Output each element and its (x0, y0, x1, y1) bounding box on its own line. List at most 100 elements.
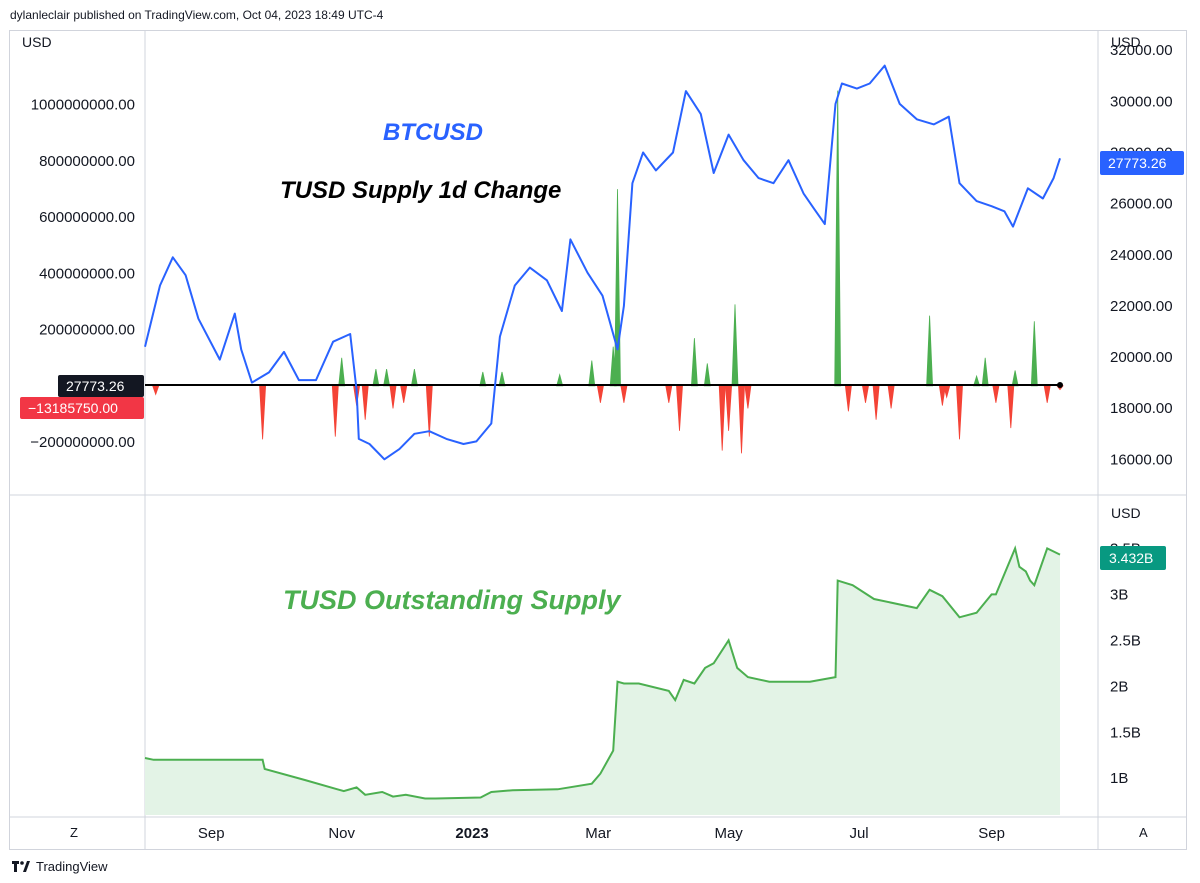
left-axis-ticks: 1000000000.00 800000000.00 600000000.00 400… (30, 97, 135, 452)
supply-tick-label: 1.5B (1110, 724, 1141, 741)
chart-header: dylanleclair published on TradingView.co… (0, 0, 1200, 30)
change-bar (620, 385, 628, 403)
change-bar (862, 385, 869, 403)
change-bar (383, 369, 391, 387)
time-tick-label: Sep (978, 825, 1005, 842)
change-bar (596, 385, 604, 403)
left-tick-label: 600000000.00 (39, 209, 135, 226)
change-bar (588, 360, 596, 387)
time-tick-label: 2023 (455, 825, 488, 842)
crosshair-price-badge: 27773.26 (66, 378, 125, 394)
left-tick-label: −200000000.00 (30, 434, 135, 451)
left-currency-label[interactable]: USD (22, 34, 52, 50)
change-bars-layer (152, 90, 1064, 454)
published-caption: dylanleclair published on TradingView.co… (10, 8, 384, 22)
right-tick-label: 24000.00 (1110, 247, 1173, 264)
right-tick-label: 18000.00 (1110, 400, 1173, 417)
change-bar (400, 385, 408, 403)
time-tick-label: Mar (585, 825, 611, 842)
change-bar (372, 369, 380, 387)
change-bar (1007, 385, 1015, 429)
right-tick-label: 22000.00 (1110, 298, 1173, 315)
change-bar (956, 385, 963, 440)
change-bar (1030, 321, 1038, 387)
change-bar (338, 357, 346, 387)
change-bar (1043, 385, 1051, 403)
supply-line (144, 545, 1061, 800)
change-bar (926, 315, 934, 387)
change-bar (834, 90, 842, 387)
change-bar (361, 385, 369, 420)
change-value-badge: −13185750.00 (28, 400, 118, 416)
tradingview-icon (12, 860, 30, 872)
right-tick-label: 26000.00 (1110, 196, 1173, 213)
change-title: TUSD Supply 1d Change (280, 177, 561, 204)
change-bar (690, 338, 698, 387)
change-bar (744, 385, 752, 409)
supply-tick-label: 1B (1110, 770, 1128, 787)
change-bar (152, 385, 160, 396)
change-bar (738, 385, 745, 454)
left-tick-label: 1000000000.00 (31, 97, 135, 114)
change-bar (844, 385, 852, 412)
change-bar (410, 369, 418, 387)
change-bar (665, 385, 673, 403)
change-bar (425, 385, 433, 437)
change-bar (981, 357, 989, 387)
footer: TradingView (0, 850, 1200, 883)
btc-price-badge: 27773.26 (1108, 155, 1167, 171)
supply-badge-bg (1100, 546, 1166, 570)
bottom-currency-label[interactable]: USD (1111, 505, 1141, 521)
right-tick-label: 30000.00 (1110, 93, 1173, 110)
right-currency-label[interactable]: USD (1111, 34, 1141, 50)
left-tick-label: 200000000.00 (39, 322, 135, 339)
btc-line-layer (144, 64, 1061, 461)
left-tick-label: 800000000.00 (39, 153, 135, 170)
supply-area-layer (144, 545, 1061, 815)
change-bar (718, 385, 726, 451)
supply-tick-label: 2B (1110, 678, 1128, 695)
supply-badge: 3.432B (1109, 550, 1153, 566)
right-scale-label[interactable]: A (1139, 825, 1148, 840)
right-axis-ticks: 32000.0030000.0028000.0026000.0024000.00… (1110, 42, 1173, 468)
change-bar (872, 385, 880, 420)
time-tick-label: May (714, 825, 743, 842)
supply-title: TUSD Outstanding Supply (283, 585, 622, 615)
right-tick-label: 16000.00 (1110, 451, 1173, 468)
left-scale-label[interactable]: Z (70, 825, 78, 840)
change-bar (703, 363, 711, 387)
change-bar (731, 304, 739, 387)
change-bar (676, 385, 683, 431)
left-scale-button[interactable] (65, 822, 85, 842)
time-tick-label: Nov (328, 825, 355, 842)
time-axis-ticks: Sep Nov 2023 Mar May Jul Sep (198, 825, 1005, 842)
left-tick-label: 400000000.00 (39, 265, 135, 282)
change-bar (887, 385, 895, 409)
right-tick-label: 20000.00 (1110, 349, 1173, 366)
btc-price-badge-bg (1100, 151, 1184, 175)
supply-area-fill (145, 548, 1060, 815)
change-bar (992, 385, 1000, 403)
change-bar (479, 371, 487, 387)
supply-tick-label: 3B (1110, 586, 1128, 603)
supply-tick-label: 2.5B (1110, 632, 1141, 649)
tradingview-wordmark: TradingView (36, 859, 108, 874)
change-bar (259, 385, 267, 440)
btc-title: BTCUSD (383, 119, 483, 146)
change-value-badge-bg (20, 397, 144, 419)
right-scale-button[interactable] (1134, 822, 1154, 842)
time-tick-label: Jul (849, 825, 868, 842)
zero-line-end-dot (1057, 382, 1063, 388)
change-bar (331, 385, 339, 437)
change-bar (1011, 370, 1019, 387)
change-bar (725, 385, 733, 431)
right-tick-label: 32000.00 (1110, 42, 1173, 59)
change-bar (614, 189, 621, 387)
change-bar (389, 385, 397, 409)
change-bar (498, 371, 506, 387)
time-tick-label: Sep (198, 825, 225, 842)
btc-price-line (144, 64, 1061, 461)
tradingview-logo[interactable]: TradingView (12, 859, 108, 874)
